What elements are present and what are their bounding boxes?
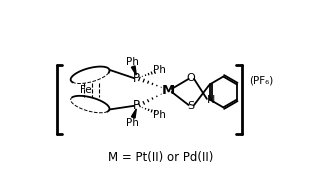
Text: S: S [187, 101, 194, 111]
Text: Fe: Fe [80, 85, 92, 95]
Text: N: N [207, 95, 215, 105]
Text: P: P [133, 99, 140, 112]
Text: Ph: Ph [126, 57, 139, 67]
Text: Ph: Ph [153, 110, 166, 120]
Text: (PF₆): (PF₆) [250, 75, 274, 85]
Polygon shape [131, 66, 136, 75]
Text: M = Pt(II) or Pd(II): M = Pt(II) or Pd(II) [108, 151, 214, 164]
Text: O: O [187, 73, 195, 83]
Text: Ph: Ph [153, 65, 166, 75]
Text: Ph: Ph [126, 118, 139, 128]
Text: P: P [133, 72, 140, 85]
Polygon shape [131, 109, 136, 118]
Text: M: M [162, 84, 175, 97]
